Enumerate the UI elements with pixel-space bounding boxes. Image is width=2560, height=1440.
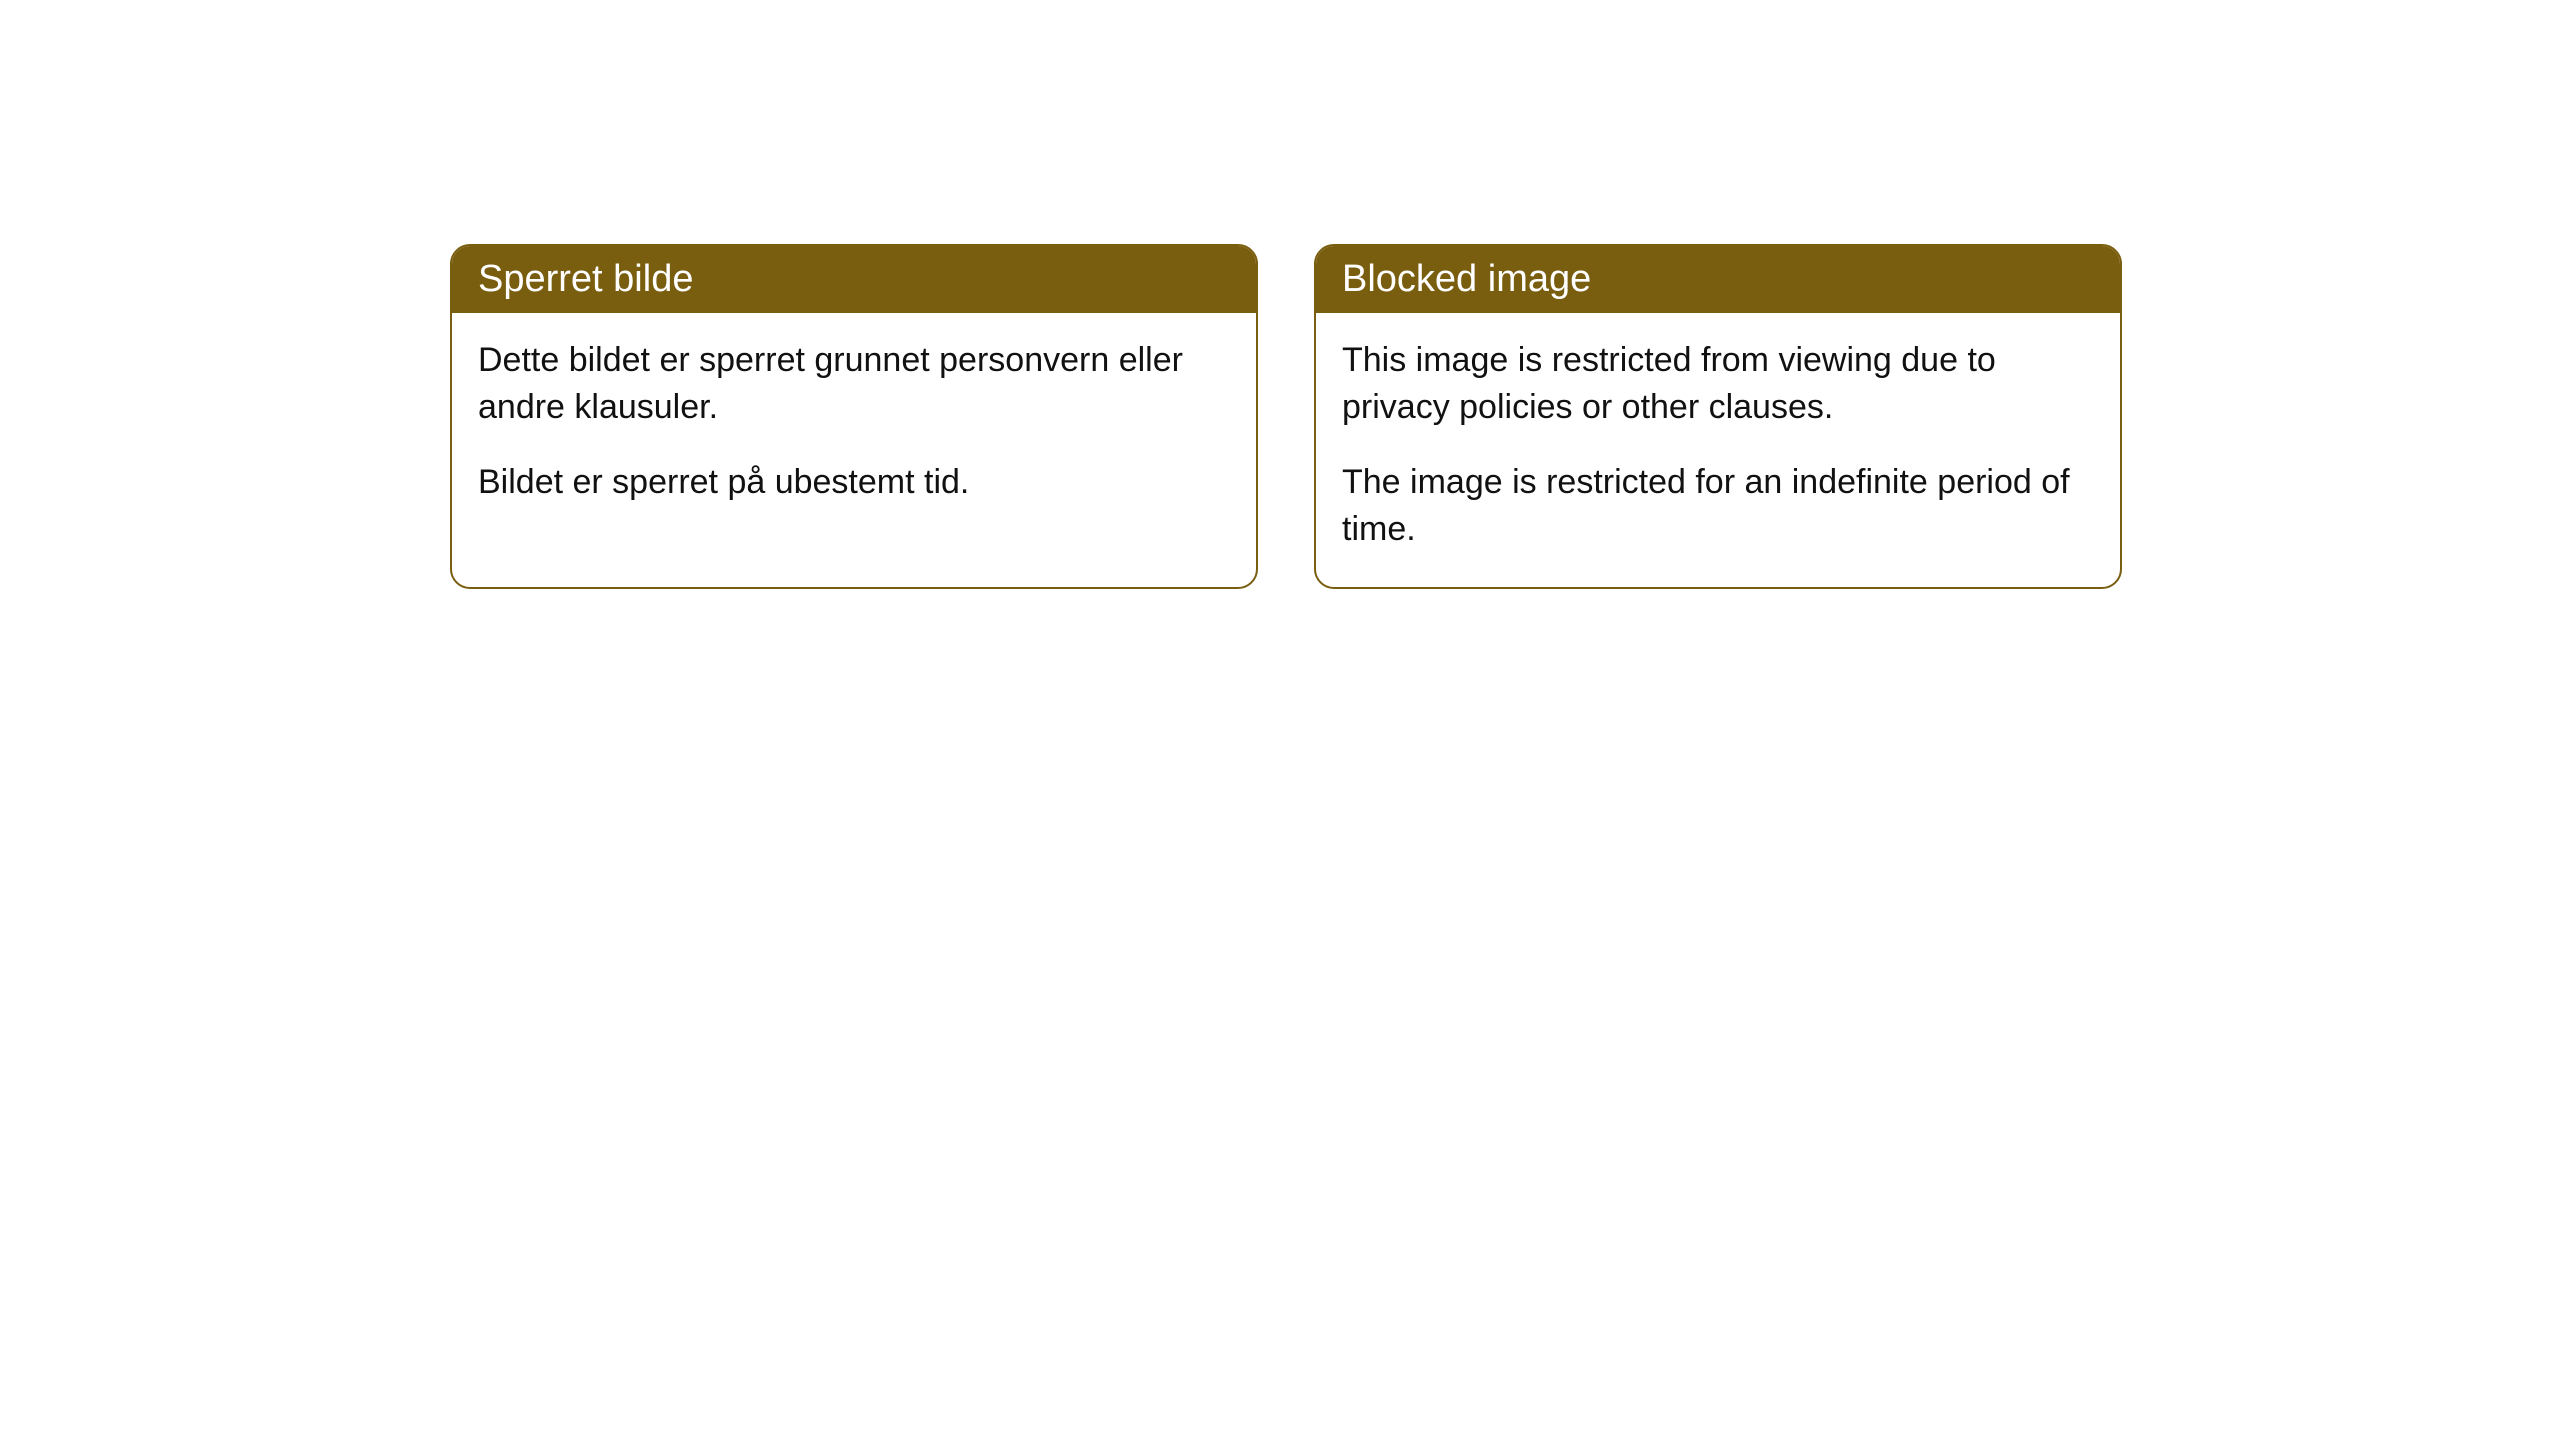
card-body: Dette bildet er sperret grunnet personve… bbox=[452, 313, 1256, 540]
notice-card-english: Blocked image This image is restricted f… bbox=[1314, 244, 2122, 589]
notice-card-norwegian: Sperret bilde Dette bildet er sperret gr… bbox=[450, 244, 1258, 589]
card-body: This image is restricted from viewing du… bbox=[1316, 313, 2120, 587]
card-body-paragraph: The image is restricted for an indefinit… bbox=[1342, 459, 2094, 553]
card-body-paragraph: This image is restricted from viewing du… bbox=[1342, 337, 2094, 431]
notice-cards-container: Sperret bilde Dette bildet er sperret gr… bbox=[450, 244, 2122, 589]
card-body-paragraph: Dette bildet er sperret grunnet personve… bbox=[478, 337, 1230, 431]
card-header: Blocked image bbox=[1316, 246, 2120, 313]
card-body-paragraph: Bildet er sperret på ubestemt tid. bbox=[478, 459, 1230, 506]
card-header: Sperret bilde bbox=[452, 246, 1256, 313]
